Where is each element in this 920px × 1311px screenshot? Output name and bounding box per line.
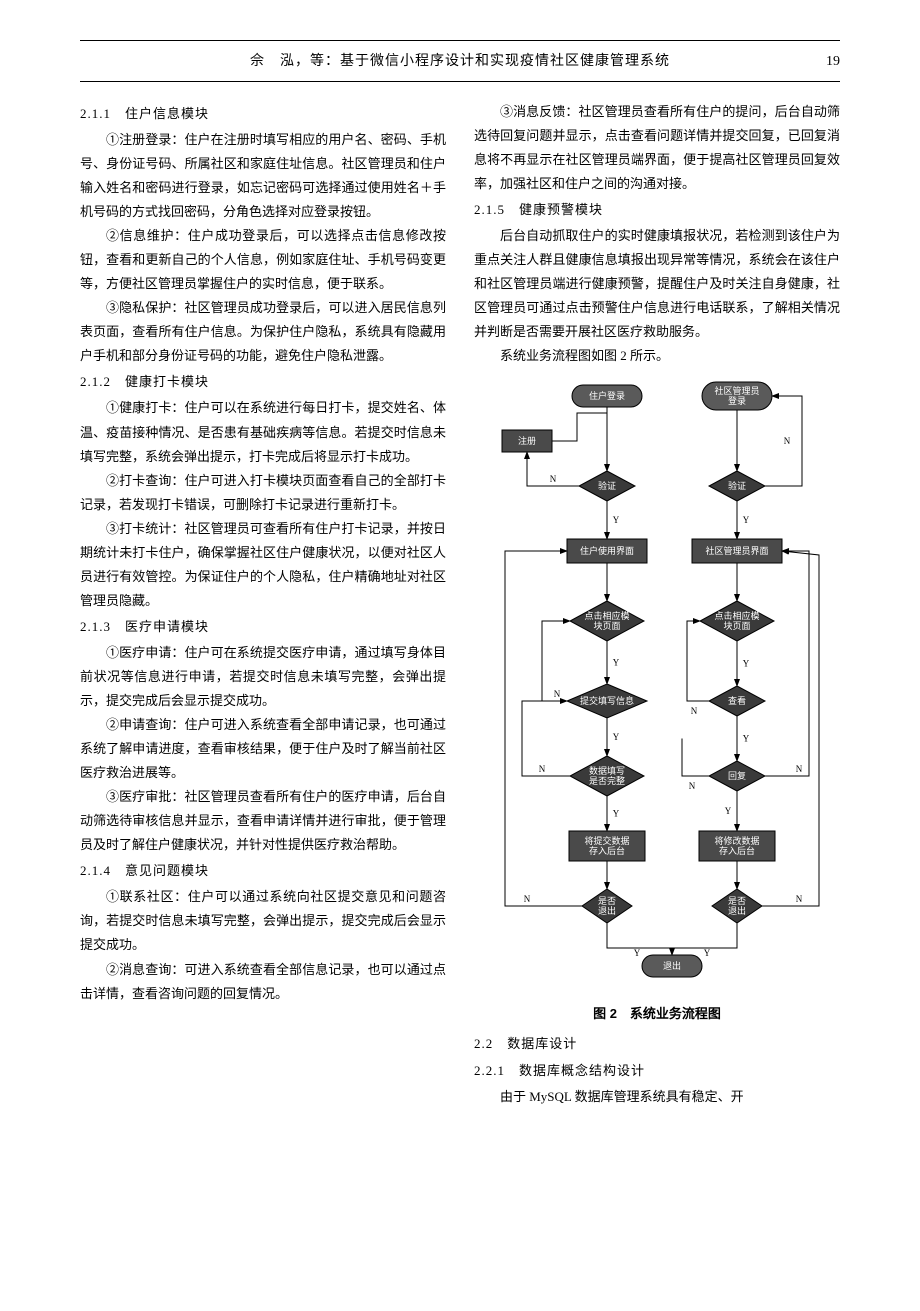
- header-rule: [80, 81, 840, 82]
- svg-text:将修改数据存入后台: 将修改数据存入后台: [714, 835, 759, 856]
- para: ①注册登录：住户在注册时填写相应的用户名、密码、手机号、身份证号码、所属社区和家…: [80, 128, 446, 224]
- figure-2: NYYYYNNNNYYYYNNNNYY住户登录社区管理员登录注册验证验证住户使用…: [474, 376, 840, 1026]
- svg-text:N: N: [554, 689, 561, 699]
- para: ③医疗审批：社区管理员查看所有住户的医疗申请，后台自动筛选待审核信息并显示，查看…: [80, 785, 446, 857]
- para: ③打卡统计：社区管理员可查看所有住户打卡记录，并按日期统计未打卡住户，确保掌握社…: [80, 517, 446, 613]
- svg-text:N: N: [689, 781, 696, 791]
- svg-text:N: N: [691, 706, 698, 716]
- svg-text:是否退出: 是否退出: [728, 896, 746, 916]
- right-column: ③消息反馈：社区管理员查看所有住户的提问，后台自动筛选待回复问题并显示，点击查看…: [474, 100, 840, 1109]
- svg-text:N: N: [524, 894, 531, 904]
- svg-text:Y: Y: [743, 734, 750, 744]
- section-2-1-2-title: 2.1.2 健康打卡模块: [80, 370, 446, 394]
- para: ②打卡查询：住户可进入打卡模块页面查看自己的全部打卡记录，若发现打卡错误，可删除…: [80, 469, 446, 517]
- para: ②消息查询：可进入系统查看全部信息记录，也可以通过点击详情，查看咨询问题的回复情…: [80, 958, 446, 1006]
- svg-text:Y: Y: [725, 806, 732, 816]
- svg-text:Y: Y: [613, 732, 620, 742]
- header-authors: 佘 泓，等：基于微信小程序设计和实现疫情社区健康管理系统: [80, 49, 840, 75]
- section-2-1-3-title: 2.1.3 医疗申请模块: [80, 615, 446, 639]
- figure-2-caption: 图 2 系统业务流程图: [474, 1002, 840, 1026]
- svg-text:Y: Y: [743, 659, 750, 669]
- flowchart-svg: NYYYYNNNNYYYYNNNNYY住户登录社区管理员登录注册验证验证住户使用…: [487, 376, 827, 996]
- section-2-2-1-title: 2.2.1 数据库概念结构设计: [474, 1059, 840, 1083]
- para: 系统业务流程图如图 2 所示。: [474, 344, 840, 368]
- svg-text:Y: Y: [613, 809, 620, 819]
- svg-text:N: N: [539, 764, 546, 774]
- svg-text:提交填写信息: 提交填写信息: [580, 695, 634, 706]
- svg-text:N: N: [550, 474, 557, 484]
- svg-text:回复: 回复: [728, 770, 746, 781]
- svg-text:住户使用界面: 住户使用界面: [580, 545, 634, 556]
- svg-text:数据填写是否完整: 数据填写是否完整: [589, 765, 625, 786]
- svg-text:社区管理员界面: 社区管理员界面: [705, 545, 768, 556]
- svg-text:住户登录: 住户登录: [589, 390, 625, 401]
- top-rule: [80, 40, 840, 41]
- section-2-1-5-title: 2.1.5 健康预警模块: [474, 198, 840, 222]
- section-2-1-1-title: 2.1.1 住户信息模块: [80, 102, 446, 126]
- para: ③消息反馈：社区管理员查看所有住户的提问，后台自动筛选待回复问题并显示，点击查看…: [474, 100, 840, 196]
- svg-text:Y: Y: [704, 948, 711, 958]
- svg-text:N: N: [784, 436, 791, 446]
- svg-text:Y: Y: [634, 948, 641, 958]
- two-column-layout: 2.1.1 住户信息模块 ①注册登录：住户在注册时填写相应的用户名、密码、手机号…: [80, 100, 840, 1109]
- para: ①联系社区：住户可以通过系统向社区提交意见和问题咨询，若提交时信息未填写完整，会…: [80, 885, 446, 957]
- page-number: 19: [826, 49, 840, 75]
- svg-text:Y: Y: [613, 515, 620, 525]
- section-2-2-title: 2.2 数据库设计: [474, 1032, 840, 1056]
- left-column: 2.1.1 住户信息模块 ①注册登录：住户在注册时填写相应的用户名、密码、手机号…: [80, 100, 446, 1109]
- svg-text:退出: 退出: [663, 960, 681, 971]
- svg-text:Y: Y: [613, 658, 620, 668]
- running-header: 佘 泓，等：基于微信小程序设计和实现疫情社区健康管理系统 19: [80, 49, 840, 75]
- para: ②信息维护：住户成功登录后，可以选择点击信息修改按钮，查看和更新自己的个人信息，…: [80, 224, 446, 296]
- section-2-1-4-title: 2.1.4 意见问题模块: [80, 859, 446, 883]
- svg-text:N: N: [796, 894, 803, 904]
- para: 由于 MySQL 数据库管理系统具有稳定、开: [474, 1085, 840, 1109]
- svg-text:注册: 注册: [518, 435, 536, 446]
- para: ③隐私保护：社区管理员成功登录后，可以进入居民信息列表页面，查看所有住户信息。为…: [80, 296, 446, 368]
- svg-text:验证: 验证: [598, 480, 616, 491]
- svg-text:Y: Y: [743, 515, 750, 525]
- svg-text:验证: 验证: [728, 480, 746, 491]
- svg-text:将提交数据存入后台: 将提交数据存入后台: [584, 835, 629, 856]
- para: ①医疗申请：住户可在系统提交医疗申请，通过填写身体目前状况等信息进行申请，若提交…: [80, 641, 446, 713]
- para: 后台自动抓取住户的实时健康填报状况，若检测到该住户为重点关注人群且健康信息填报出…: [474, 224, 840, 344]
- para: ②申请查询：住户可进入系统查看全部申请记录，也可通过系统了解申请进度，查看审核结…: [80, 713, 446, 785]
- para: ①健康打卡：住户可以在系统进行每日打卡，提交姓名、体温、疫苗接种情况、是否患有基…: [80, 396, 446, 468]
- svg-text:查看: 查看: [728, 695, 746, 706]
- svg-text:是否退出: 是否退出: [598, 896, 616, 916]
- svg-text:N: N: [796, 764, 803, 774]
